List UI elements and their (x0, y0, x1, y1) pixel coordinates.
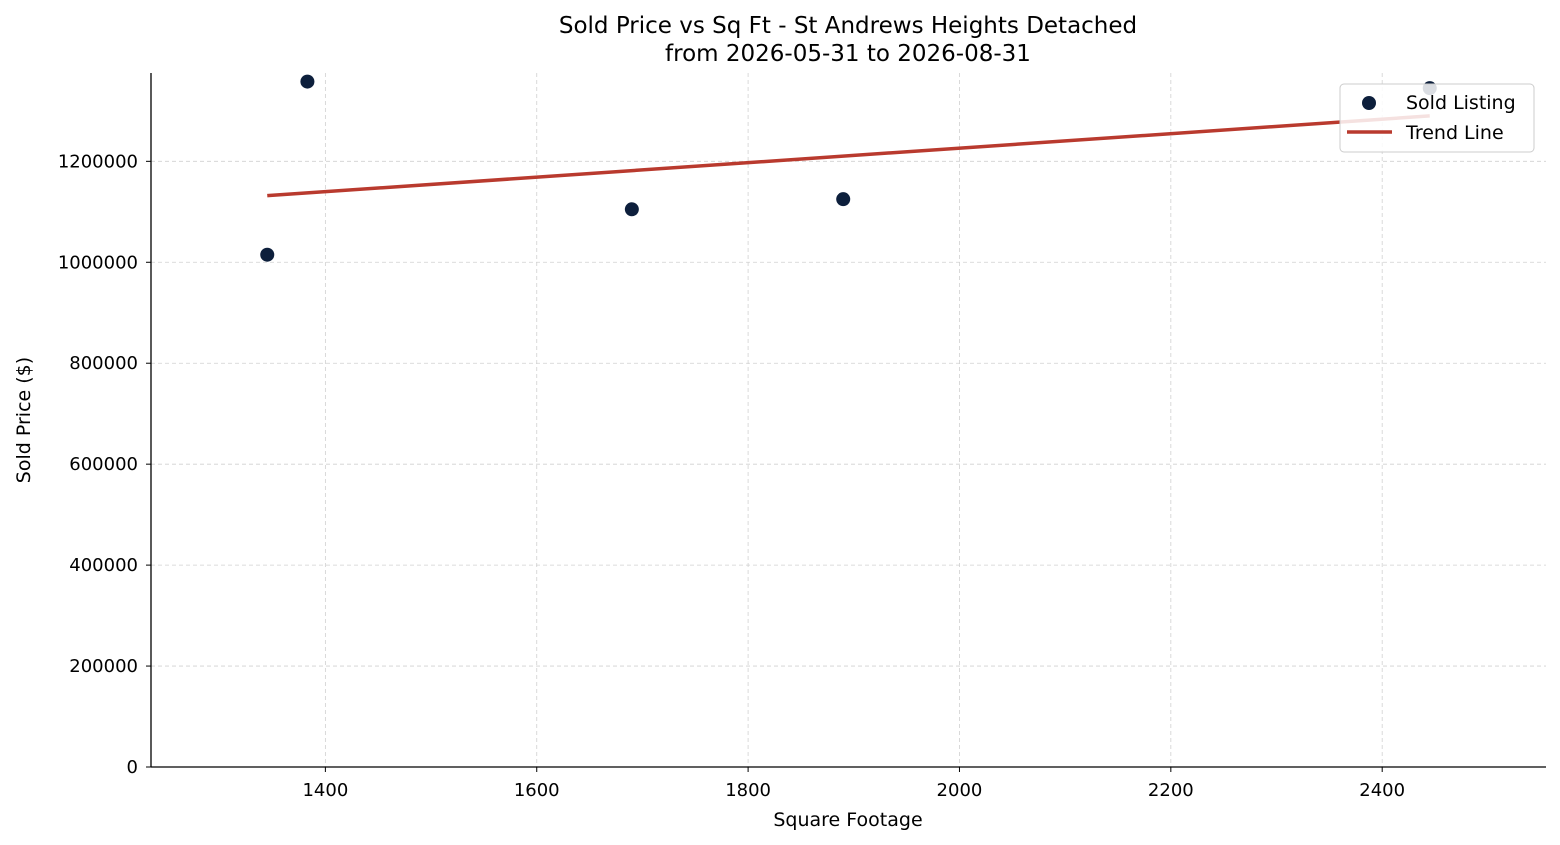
y-tick-label: 400000 (69, 555, 138, 576)
trend-line (267, 114, 1430, 198)
data-point (260, 247, 275, 262)
x-tick-label: 1400 (302, 780, 348, 801)
axes (150, 73, 1546, 768)
legend: Sold Listing Trend Line (1339, 83, 1535, 153)
y-axis-title: Sold Price ($) (13, 357, 35, 483)
y-tick-label: 1000000 (58, 252, 138, 273)
legend-label-trend-line: Trend Line (1405, 122, 1504, 144)
data-point (624, 202, 639, 217)
chart-title: Sold Price vs Sq Ft - St Andrews Heights… (559, 13, 1137, 39)
x-tick-label: 1600 (514, 780, 560, 801)
y-tick-label: 0 (127, 757, 138, 778)
y-tick-label: 800000 (69, 353, 138, 374)
chart-subtitle: from 2026-05-31 to 2026-08-31 (665, 41, 1031, 67)
legend-label-sold-listing: Sold Listing (1406, 92, 1516, 114)
x-tick-label: 2400 (1359, 780, 1405, 801)
x-tick-label: 1800 (725, 780, 771, 801)
x-tick-label: 2000 (937, 780, 983, 801)
grid-lines (151, 73, 1546, 767)
x-tick-label: 2200 (1148, 780, 1194, 801)
tick-labels: 1400 1600 1800 2000 2200 2400 0 200000 400000 600… (58, 151, 1405, 801)
y-tick-label: 1200000 (58, 151, 138, 172)
data-point (300, 74, 315, 89)
x-axis-title: Square Footage (773, 809, 922, 831)
legend-box (1339, 83, 1535, 153)
legend-marker-sold-listing (1362, 96, 1376, 110)
y-tick-label: 200000 (69, 656, 138, 677)
y-tick-label: 600000 (69, 454, 138, 475)
data-point (836, 192, 851, 207)
